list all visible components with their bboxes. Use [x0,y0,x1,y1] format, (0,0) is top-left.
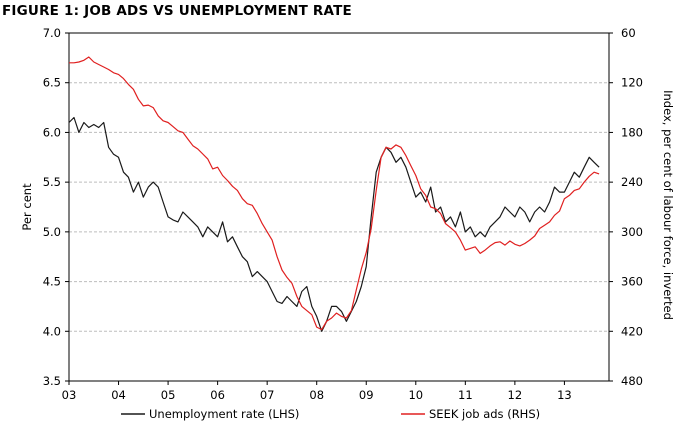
y-left-tick-label: 6.0 [43,125,61,139]
y-left-tick-label: 6.5 [43,76,61,90]
grid-lines [69,82,609,332]
legend: Unemployment rate (LHS) SEEK job ads (RHS… [121,407,540,421]
y-right-tick-label: 180 [621,125,643,139]
plot-frame [68,32,610,382]
y-axis-right-label: Index, per cent of labour force, inverte… [661,90,675,320]
unemployment-rate-line [68,116,600,332]
chart-title: FIGURE 1: JOB ADS VS UNEMPLOYMENT RATE [2,3,352,19]
x-tick-label: 05 [161,388,176,402]
y-left-tick-label: 4.0 [43,324,61,338]
y-right-tick-label: 240 [621,175,643,189]
x-tick-label: 06 [210,388,225,402]
x-tick-label: 09 [359,388,374,402]
y-left-tick-label: 5.5 [43,175,61,189]
x-tick-label: 08 [309,388,324,402]
y-left-tick-label: 4.5 [43,275,61,289]
y-right-tick-label: 360 [621,275,643,289]
x-tick-label: 07 [260,388,275,402]
x-axis: 03 04 05 06 07 08 09 10 11 12 13 [62,381,572,402]
seek-job-ads-line [69,56,600,331]
y-axis-left-label: Per cent [20,183,34,231]
x-tick-label: 04 [111,388,126,402]
x-tick-label: 12 [508,388,523,402]
y-right-tick-label: 480 [621,374,643,388]
x-tick-label: 13 [557,388,572,402]
y-left-tick-label: 5.0 [43,225,61,239]
y-right-tick-label: 120 [621,76,643,90]
right-axis: 480 420 360 300 240 180 120 60 [609,26,643,388]
y-left-tick-label: 7.0 [43,26,61,40]
y-right-tick-label: 420 [621,324,643,338]
left-axis: 3.5 4.0 4.5 5.0 5.5 6.0 6.5 7.0 [43,26,69,388]
x-tick-label: 03 [62,388,77,402]
y-right-tick-label: 60 [621,26,636,40]
legend-label-seek: SEEK job ads (RHS) [429,407,540,421]
y-right-tick-label: 300 [621,225,643,239]
x-tick-label: 11 [458,388,473,402]
y-left-tick-label: 3.5 [43,374,61,388]
x-tick-label: 10 [408,388,423,402]
series-layer [68,56,600,332]
legend-label-unemployment: Unemployment rate (LHS) [149,407,299,421]
